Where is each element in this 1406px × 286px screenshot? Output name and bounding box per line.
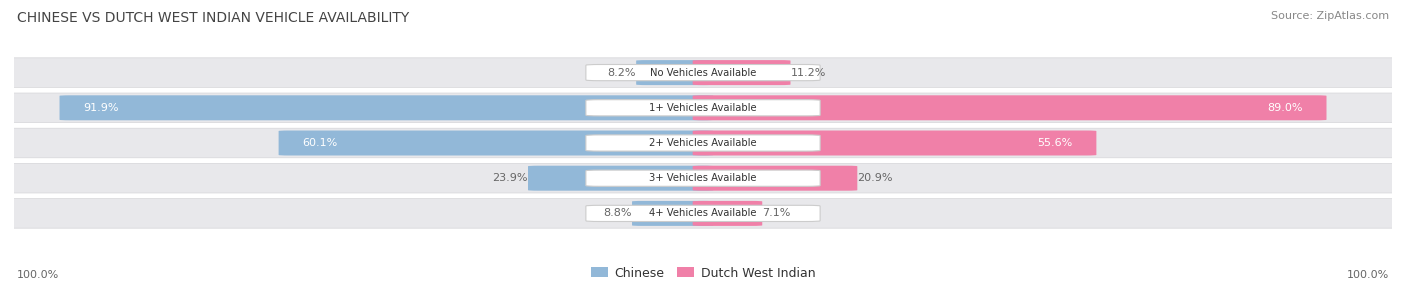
Text: 91.9%: 91.9% — [83, 103, 120, 113]
Text: 23.9%: 23.9% — [492, 173, 529, 183]
Text: 4+ Vehicles Available: 4+ Vehicles Available — [650, 208, 756, 219]
FancyBboxPatch shape — [0, 93, 1406, 123]
Text: 7.1%: 7.1% — [762, 208, 790, 219]
Text: 11.2%: 11.2% — [790, 67, 825, 78]
FancyBboxPatch shape — [693, 60, 790, 85]
FancyBboxPatch shape — [693, 166, 858, 191]
Text: 100.0%: 100.0% — [17, 270, 59, 280]
Text: 8.8%: 8.8% — [603, 208, 633, 219]
Text: 8.2%: 8.2% — [607, 67, 636, 78]
FancyBboxPatch shape — [586, 170, 820, 186]
FancyBboxPatch shape — [693, 201, 762, 226]
Text: CHINESE VS DUTCH WEST INDIAN VEHICLE AVAILABILITY: CHINESE VS DUTCH WEST INDIAN VEHICLE AVA… — [17, 11, 409, 25]
Text: 20.9%: 20.9% — [858, 173, 893, 183]
Text: Source: ZipAtlas.com: Source: ZipAtlas.com — [1271, 11, 1389, 21]
FancyBboxPatch shape — [586, 65, 820, 81]
Text: 2+ Vehicles Available: 2+ Vehicles Available — [650, 138, 756, 148]
FancyBboxPatch shape — [529, 166, 713, 191]
FancyBboxPatch shape — [633, 201, 713, 226]
Text: 55.6%: 55.6% — [1038, 138, 1073, 148]
FancyBboxPatch shape — [278, 130, 713, 156]
FancyBboxPatch shape — [0, 163, 1406, 193]
FancyBboxPatch shape — [0, 198, 1406, 228]
FancyBboxPatch shape — [59, 95, 713, 120]
FancyBboxPatch shape — [636, 60, 713, 85]
FancyBboxPatch shape — [586, 100, 820, 116]
Text: No Vehicles Available: No Vehicles Available — [650, 67, 756, 78]
FancyBboxPatch shape — [0, 128, 1406, 158]
FancyBboxPatch shape — [693, 130, 1097, 156]
Text: 1+ Vehicles Available: 1+ Vehicles Available — [650, 103, 756, 113]
FancyBboxPatch shape — [586, 135, 820, 151]
Text: 89.0%: 89.0% — [1267, 103, 1302, 113]
Text: 100.0%: 100.0% — [1347, 270, 1389, 280]
FancyBboxPatch shape — [693, 95, 1326, 120]
FancyBboxPatch shape — [0, 58, 1406, 88]
Legend: Chinese, Dutch West Indian: Chinese, Dutch West Indian — [591, 267, 815, 279]
FancyBboxPatch shape — [586, 205, 820, 221]
Text: 60.1%: 60.1% — [302, 138, 337, 148]
Text: 3+ Vehicles Available: 3+ Vehicles Available — [650, 173, 756, 183]
